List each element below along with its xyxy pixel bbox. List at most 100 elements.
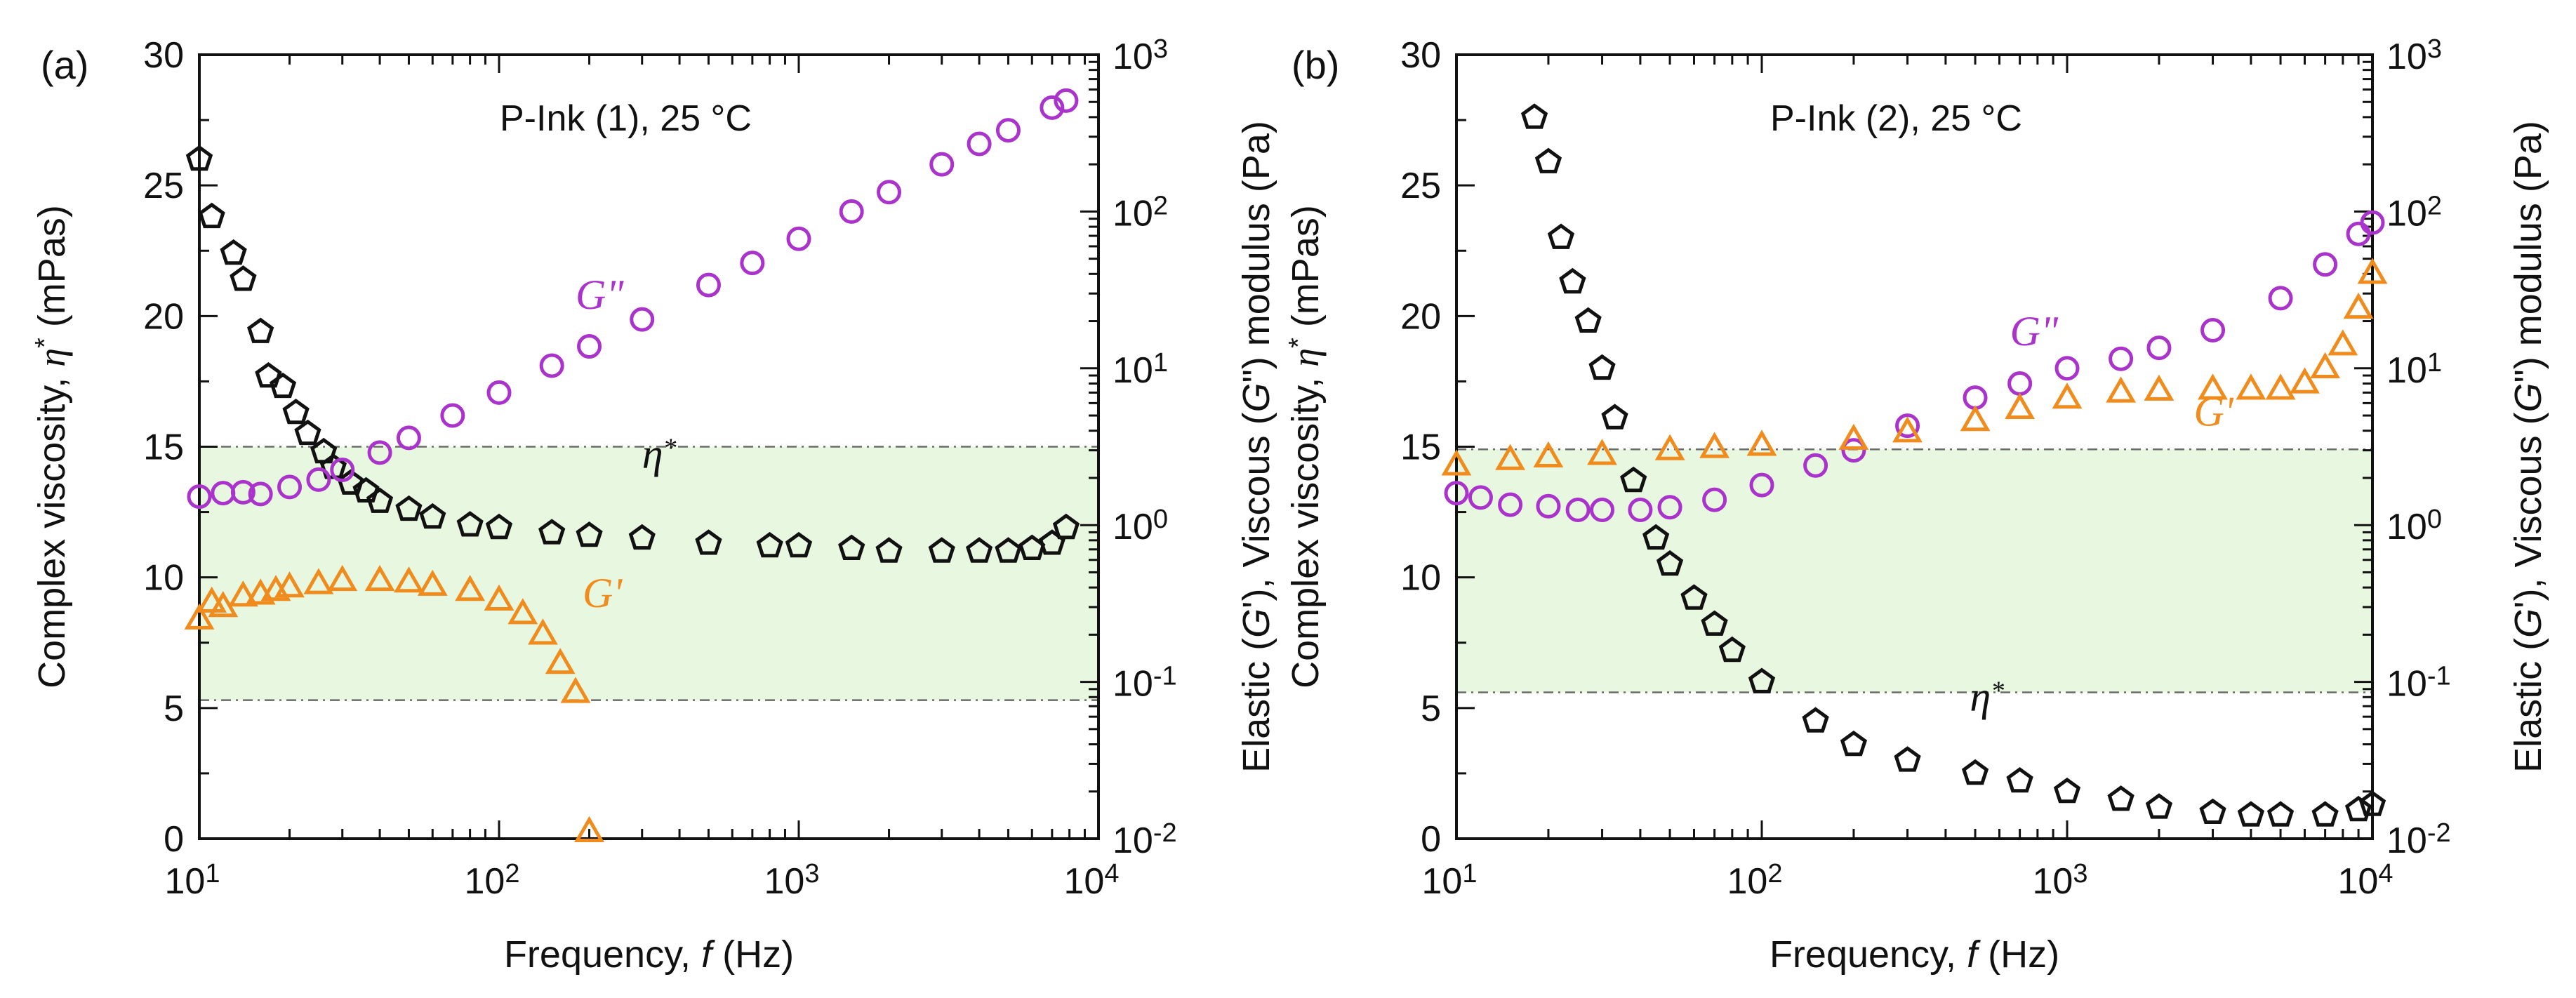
- data-point: [2109, 346, 2134, 371]
- g-prime-label: G': [583, 570, 623, 616]
- data-point: [294, 419, 321, 446]
- data-point: [1441, 449, 1472, 476]
- y-left-tick-label: 30: [143, 35, 184, 76]
- data-point: [2107, 785, 2135, 811]
- data-point: [1533, 441, 1564, 467]
- data-point: [2052, 382, 2083, 409]
- data-point: [394, 566, 424, 593]
- data-point: [839, 199, 864, 224]
- data-point: [2328, 329, 2358, 356]
- data-point: [995, 537, 1022, 563]
- data-point: [337, 469, 364, 495]
- y-left-axis-label: Complex viscosity, η* (mPas): [30, 205, 73, 688]
- data-point: [366, 487, 394, 513]
- data-point: [2346, 221, 2371, 246]
- y-left-tick-label: 5: [1421, 688, 1441, 729]
- data-point: [1495, 444, 1526, 470]
- data-point: [2198, 373, 2228, 400]
- series-eta: [1520, 103, 2386, 827]
- data-point: [248, 481, 273, 507]
- data-point: [1802, 707, 1829, 733]
- data-point: [327, 564, 358, 592]
- y-right-tick-label: 10-2: [2386, 818, 2451, 861]
- data-point: [456, 511, 484, 537]
- y-right-tick-label: 101: [1113, 348, 1168, 391]
- data-point: [1702, 487, 1727, 512]
- y-right-tick-label: 100: [1113, 505, 1168, 547]
- y-left-tick-label: 20: [143, 296, 184, 337]
- data-point: [208, 590, 239, 618]
- y-left-tick-label: 5: [164, 688, 184, 729]
- y-left-tick-label: 15: [143, 427, 184, 468]
- panel-label: (a): [41, 43, 88, 87]
- y-left-tick-label: 0: [1421, 819, 1441, 860]
- data-point: [1960, 405, 1991, 432]
- data-point: [576, 521, 603, 547]
- g-double-prime-label: G": [576, 272, 624, 318]
- data-point: [184, 603, 215, 630]
- data-point: [2005, 392, 2036, 419]
- data-point: [995, 118, 1021, 143]
- data-point: [230, 265, 257, 291]
- y-right-tick-label: 102: [1113, 191, 1168, 234]
- eta-star-label: η*: [1970, 674, 2004, 720]
- data-point: [395, 495, 423, 521]
- data-point: [875, 537, 903, 563]
- panel-a: 101 102 103 104 0 5 10 15 20 25 30 10-2 10-1 100 101 10…: [30, 34, 1277, 976]
- y-right-tick-label: 103: [1113, 34, 1168, 77]
- data-point: [187, 484, 212, 510]
- data-point: [630, 307, 655, 332]
- plot-frame: [1455, 53, 2374, 840]
- data-point: [1520, 103, 1548, 129]
- data-point: [277, 474, 303, 500]
- y-right-tick-label: 10-1: [1113, 662, 1177, 705]
- data-point: [539, 353, 564, 378]
- data-point: [2265, 373, 2296, 400]
- y-left-tick-label: 10: [1400, 558, 1441, 599]
- data-point: [1588, 354, 1616, 380]
- panel-annotation: P-Ink (1), 25 °C: [500, 98, 752, 139]
- data-point: [2344, 795, 2372, 822]
- data-point: [1841, 438, 1866, 463]
- data-point: [507, 598, 538, 625]
- data-point: [484, 584, 514, 611]
- data-point: [2358, 790, 2386, 816]
- data-point: [1699, 432, 1730, 458]
- x-axis-label: Frequency, f (Hz): [504, 933, 794, 976]
- data-point: [1657, 495, 1682, 520]
- data-point: [2266, 801, 2295, 827]
- data-point: [574, 816, 604, 842]
- y-left-axis-label: Complex viscosity, η* (mPas): [1284, 205, 1327, 688]
- data-point: [1748, 667, 1776, 693]
- data-point: [838, 534, 865, 560]
- data-point: [2236, 373, 2266, 400]
- data-point: [227, 580, 258, 607]
- data-point: [2290, 367, 2320, 394]
- eta-star-label: η*: [642, 430, 677, 477]
- data-point: [1840, 730, 1868, 757]
- data-point: [1838, 423, 1869, 450]
- y-right-tick-label: 102: [2386, 191, 2442, 234]
- data-point: [364, 564, 395, 592]
- data-point: [2054, 356, 2080, 381]
- data-point: [2053, 777, 2081, 804]
- data-point: [527, 618, 558, 645]
- data-point: [247, 317, 274, 343]
- x-tick-label: 103: [2033, 859, 2088, 902]
- data-point: [1054, 88, 1079, 113]
- data-point: [2360, 210, 2385, 235]
- data-point: [419, 503, 446, 529]
- data-point: [1547, 223, 1575, 249]
- data-point: [1961, 759, 1989, 785]
- data-point: [967, 131, 992, 157]
- y-left-tick-label: 30: [1400, 35, 1441, 76]
- data-point: [2145, 793, 2173, 819]
- data-point: [220, 239, 247, 265]
- data-point: [1892, 416, 1923, 443]
- x-axis-label: Frequency, f (Hz): [1770, 933, 2059, 976]
- y-right-tick-label: 10-1: [2386, 662, 2451, 705]
- series-Gp: [1441, 258, 2388, 476]
- panel-annotation: P-Ink (2), 25 °C: [1770, 98, 2022, 139]
- data-point: [417, 569, 448, 596]
